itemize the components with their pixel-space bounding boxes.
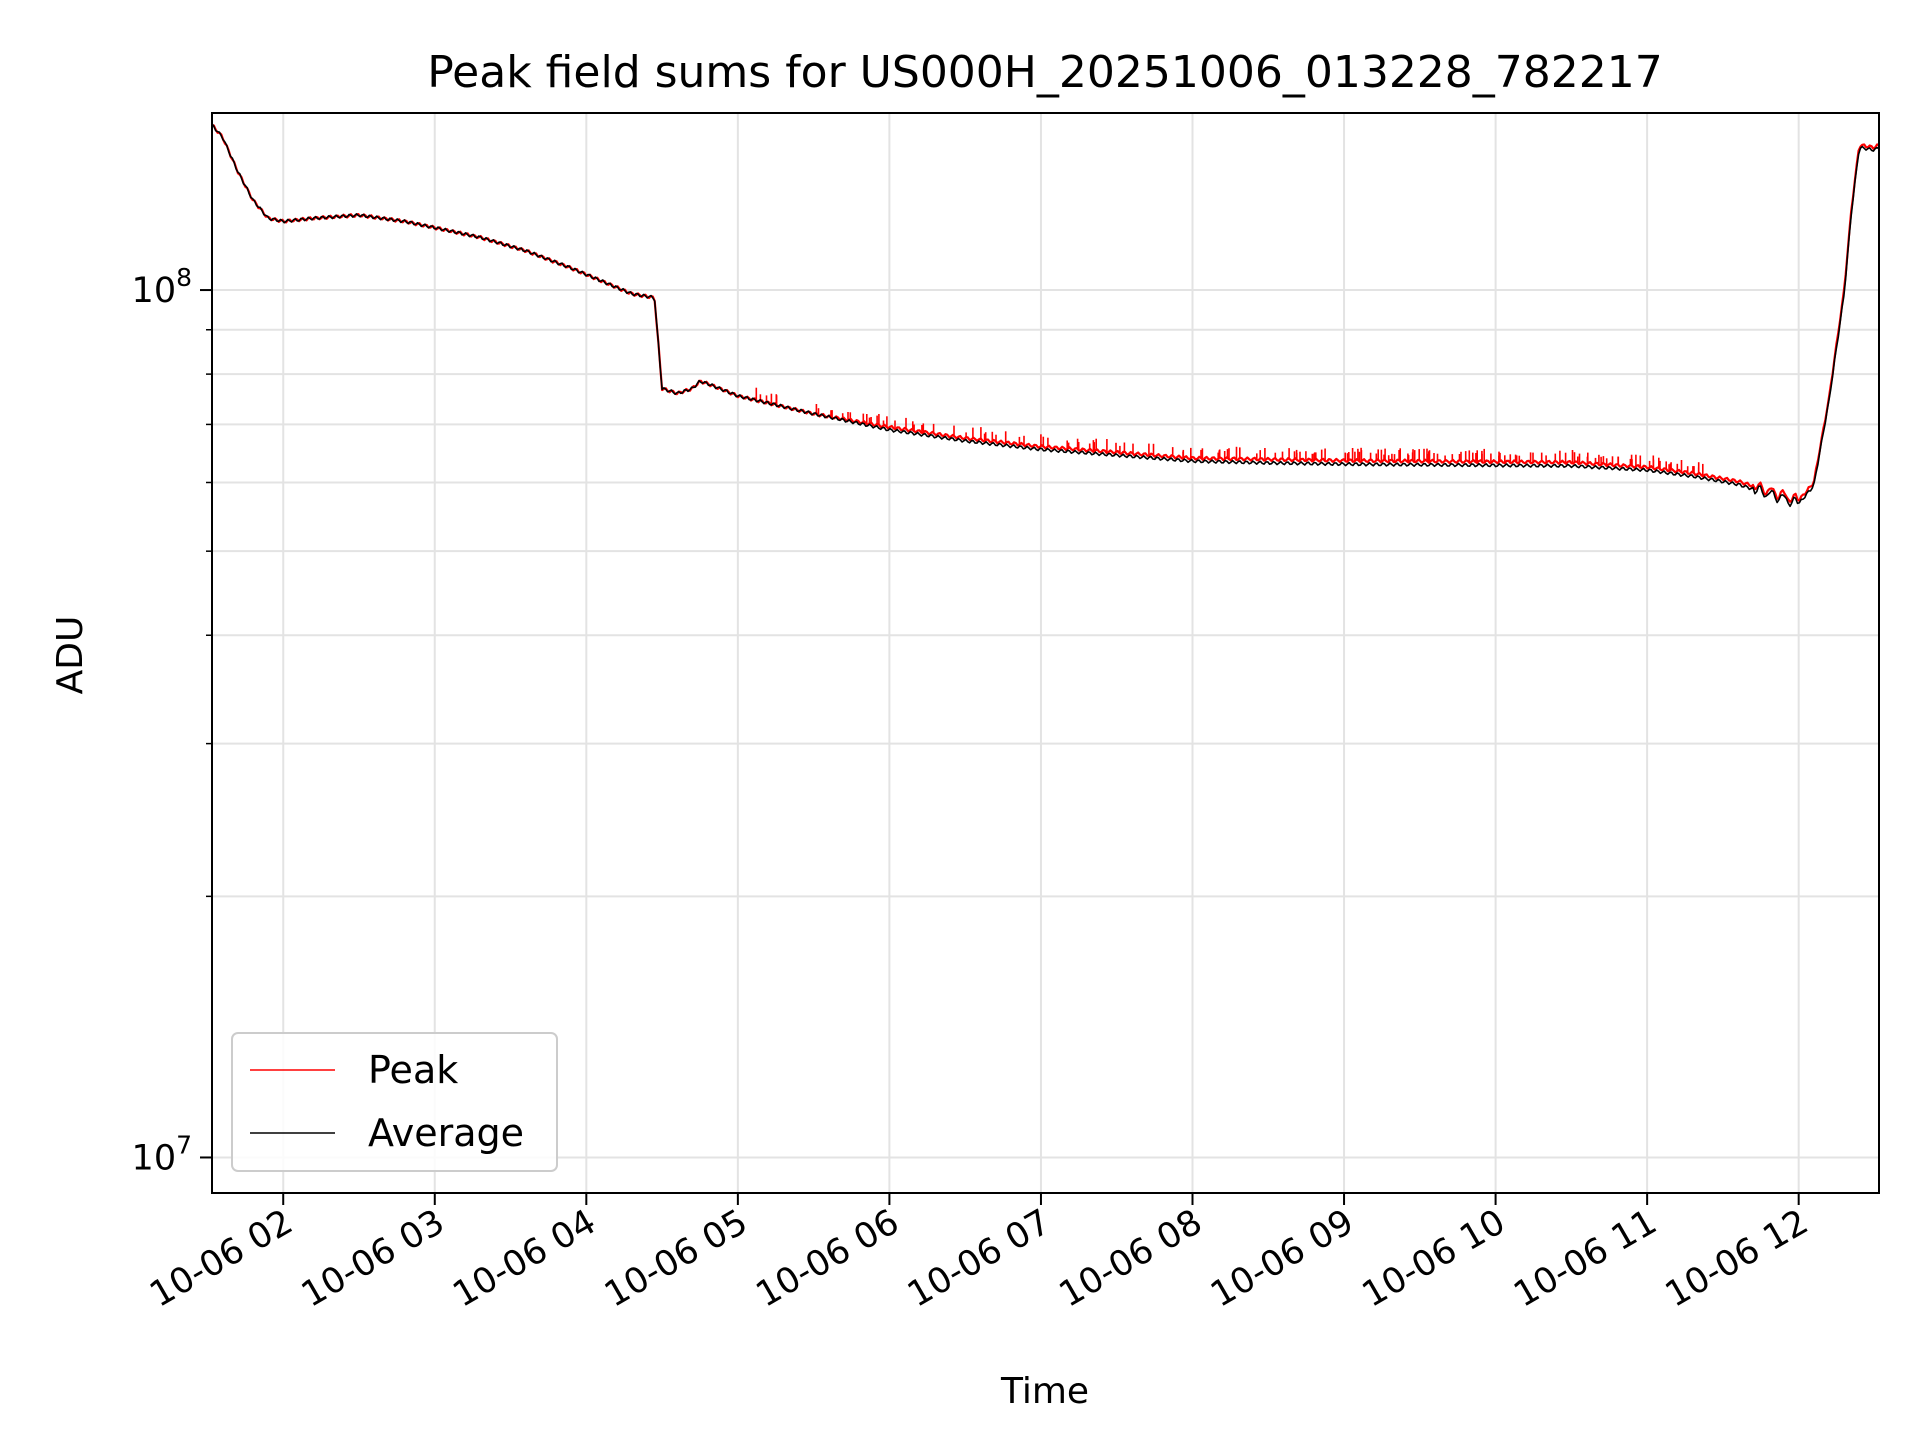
legend-peak-label: Peak <box>368 1048 458 1092</box>
legend-average-label: Average <box>368 1111 524 1155</box>
y-axis-label: ADU <box>50 616 91 695</box>
y-tick-exponent: 7 <box>176 1130 192 1159</box>
plot-area <box>212 123 1879 508</box>
grid-lines <box>212 113 1879 1193</box>
y-tick-exponent: 8 <box>176 263 192 292</box>
plot-frame <box>211 112 1880 1194</box>
y-tick-base: 10 <box>132 1138 177 1178</box>
legend: Peak Average <box>231 1032 558 1172</box>
chart-title: Peak field sums for US000H_20251006_0132… <box>427 47 1663 98</box>
peak-spikes <box>755 387 1704 475</box>
series-lines <box>212 123 1879 508</box>
y-tick-label: 107 <box>132 1130 192 1178</box>
series-line-average <box>212 123 1879 508</box>
y-tick-base: 10 <box>132 271 177 311</box>
x-axis-label: Time <box>1000 1371 1089 1412</box>
legend-box <box>231 1032 558 1172</box>
y-tick-label: 108 <box>132 263 192 311</box>
